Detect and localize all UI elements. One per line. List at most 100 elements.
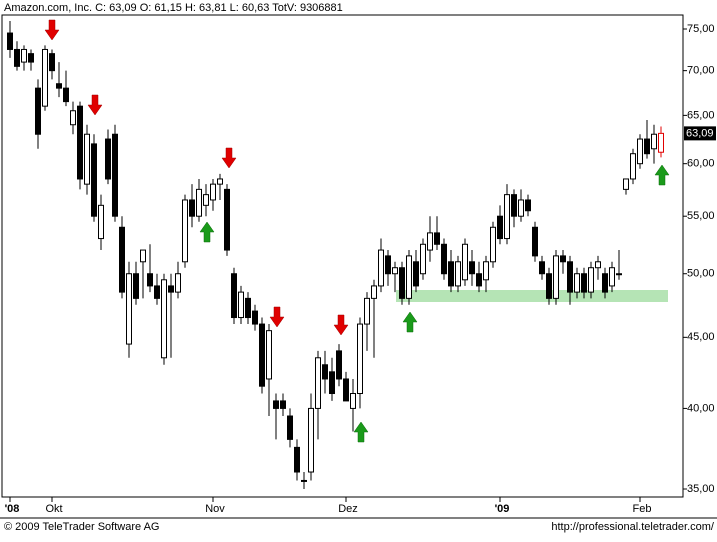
candle-body xyxy=(350,393,356,409)
buy-arrow xyxy=(654,164,670,186)
candle-body xyxy=(182,199,188,263)
candle-body xyxy=(483,261,489,281)
candle-body xyxy=(301,479,307,482)
sell-arrow xyxy=(269,306,285,328)
candle-body xyxy=(21,48,27,63)
candle-body xyxy=(644,138,650,155)
candle-body xyxy=(231,273,237,319)
candle-body xyxy=(525,199,531,212)
y-tick-label: 45,00 xyxy=(687,331,715,343)
sell-arrow xyxy=(221,147,237,169)
candle-body xyxy=(49,53,55,72)
x-tick-label: Okt xyxy=(45,503,62,515)
candle-body xyxy=(273,400,279,409)
candle-body xyxy=(14,48,20,67)
buy-arrow xyxy=(353,421,369,443)
candle-body xyxy=(490,226,496,263)
sell-arrow xyxy=(333,314,349,336)
candle-body xyxy=(329,371,335,395)
candle-body xyxy=(266,330,272,380)
x-tick-label: Nov xyxy=(205,503,225,515)
candle-body xyxy=(392,267,398,275)
candle-body xyxy=(336,350,342,380)
chart-title: Amazon.com, Inc. C: 63,09 O: 61,15 H: 63… xyxy=(4,2,343,14)
candle-body xyxy=(77,105,83,180)
buy-arrows xyxy=(199,164,670,443)
candle-body xyxy=(462,243,468,281)
buy-arrow xyxy=(199,221,215,243)
candle-body xyxy=(609,267,615,287)
candle-body xyxy=(308,407,314,473)
candle-body xyxy=(133,273,139,299)
candle-body xyxy=(560,255,566,263)
candle-body xyxy=(476,273,482,287)
candle-body xyxy=(224,188,230,251)
y-tick-label: 75,00 xyxy=(687,23,715,35)
candle-body xyxy=(238,291,244,319)
sell-arrow xyxy=(87,94,103,116)
candle-body xyxy=(441,243,447,275)
candle-body xyxy=(70,110,76,126)
candle-body xyxy=(126,273,132,345)
candle-body xyxy=(161,279,167,359)
candle-body xyxy=(217,178,223,185)
sell-arrows xyxy=(44,19,349,336)
candle-body xyxy=(504,194,510,240)
candle-body xyxy=(553,255,559,299)
y-tick-label: 65,00 xyxy=(687,109,715,121)
candle-body xyxy=(98,204,104,240)
x-tick-label: Dez xyxy=(338,503,358,515)
candle-body xyxy=(378,249,384,287)
candle-body xyxy=(210,183,216,201)
candle-body xyxy=(322,364,328,380)
candle-body xyxy=(511,194,517,217)
candle-body xyxy=(637,138,643,165)
candle-body xyxy=(91,143,97,217)
candle-body xyxy=(588,267,594,293)
candle-body xyxy=(651,133,657,150)
x-tick-label: Feb xyxy=(633,503,652,515)
candle-body xyxy=(427,232,433,251)
price-tag-label: 63,09 xyxy=(686,127,714,139)
candle-body xyxy=(280,400,286,409)
candle-body xyxy=(357,323,363,395)
candle-body xyxy=(140,249,146,263)
candle-body xyxy=(28,53,34,63)
candle-body xyxy=(63,87,69,103)
candle-body xyxy=(7,32,13,50)
y-tick-label: 50,00 xyxy=(687,268,715,280)
candle-body xyxy=(84,133,90,185)
candle-body xyxy=(364,297,370,325)
candle-body xyxy=(567,261,573,293)
candle-body xyxy=(294,446,300,473)
candle-body xyxy=(112,133,118,217)
candle-body xyxy=(574,273,580,293)
candle-body xyxy=(630,153,636,180)
candle-body xyxy=(175,273,181,293)
candle-body xyxy=(623,178,629,190)
plot-frame xyxy=(1,14,684,498)
candle-body xyxy=(518,199,524,217)
x-tick-label: '09 xyxy=(495,503,510,515)
candle-body xyxy=(105,138,111,180)
candle-body xyxy=(546,273,552,299)
candle-body xyxy=(469,261,475,275)
footer-left: © 2009 TeleTrader Software AG xyxy=(4,521,159,533)
candle-body xyxy=(532,226,538,257)
candle-body xyxy=(259,323,265,387)
candle-body xyxy=(371,285,377,299)
candle-body xyxy=(616,273,622,276)
candle-body xyxy=(595,261,601,269)
y-tick-label: 55,00 xyxy=(687,210,715,222)
footer-right: http://professional.teletrader.com/ xyxy=(551,521,715,533)
candle-body xyxy=(42,48,48,107)
candle-body xyxy=(287,415,293,440)
candle-body xyxy=(385,255,391,275)
candle-body xyxy=(119,226,125,293)
candle-body xyxy=(602,273,608,293)
x-tick-label: '08 xyxy=(5,503,20,515)
candle-body xyxy=(343,378,349,402)
candle-body xyxy=(203,194,209,206)
candle-body xyxy=(434,232,440,245)
